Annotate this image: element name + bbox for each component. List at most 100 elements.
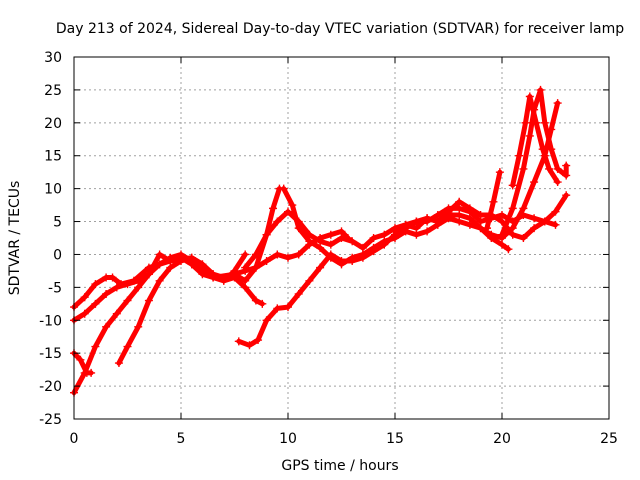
data-point bbox=[102, 322, 111, 331]
data-point bbox=[316, 237, 325, 246]
data-point bbox=[465, 204, 474, 213]
data-point bbox=[508, 181, 517, 190]
data-point bbox=[483, 224, 492, 233]
y-tick-label: 30 bbox=[44, 50, 62, 66]
y-tick-label: 15 bbox=[44, 149, 62, 165]
data-point bbox=[234, 337, 243, 346]
y-tick-label: 0 bbox=[53, 247, 62, 263]
y-tick-label: 25 bbox=[44, 83, 62, 99]
data-point bbox=[279, 184, 288, 193]
data-point bbox=[219, 273, 228, 282]
data-point bbox=[538, 145, 547, 154]
series-line bbox=[242, 205, 558, 271]
data-point bbox=[498, 230, 506, 239]
data-point bbox=[508, 204, 517, 213]
data-point bbox=[545, 164, 554, 173]
data-point bbox=[380, 230, 389, 239]
data-point bbox=[562, 191, 571, 200]
x-tick-label: 5 bbox=[177, 431, 186, 447]
data-point bbox=[112, 309, 121, 318]
data-point bbox=[519, 234, 528, 242]
data-point bbox=[144, 270, 153, 279]
data-point bbox=[551, 207, 560, 216]
chart-title: Day 213 of 2024, Sidereal Day-to-day VTE… bbox=[56, 21, 624, 37]
data-point bbox=[177, 257, 185, 266]
data-point bbox=[108, 273, 117, 282]
data-point bbox=[553, 178, 562, 187]
series-track-5 bbox=[114, 184, 284, 368]
data-point bbox=[134, 322, 143, 331]
x-tick-label: 0 bbox=[70, 431, 79, 447]
y-axis-label: SDTVAR / TECUs bbox=[7, 181, 23, 296]
data-point bbox=[269, 204, 278, 213]
y-tick-label: -5 bbox=[48, 280, 62, 296]
data-point bbox=[294, 250, 303, 259]
data-point bbox=[294, 289, 303, 298]
data-point bbox=[423, 214, 432, 223]
data-point bbox=[348, 237, 357, 246]
data-point bbox=[508, 230, 517, 239]
data-point bbox=[241, 263, 250, 272]
series-track-12 bbox=[508, 92, 562, 190]
data-point bbox=[530, 214, 539, 223]
data-point bbox=[348, 253, 357, 262]
data-point bbox=[412, 230, 421, 239]
data-point bbox=[495, 168, 504, 177]
data-point bbox=[80, 309, 89, 318]
data-point bbox=[123, 342, 132, 351]
x-axis-label: GPS time / hours bbox=[281, 458, 398, 474]
data-point bbox=[487, 230, 496, 239]
x-tick-label: 15 bbox=[386, 431, 404, 447]
data-point bbox=[562, 161, 571, 170]
data-point bbox=[530, 224, 539, 233]
plot-frame bbox=[73, 56, 610, 420]
data-point bbox=[391, 227, 399, 236]
data-point bbox=[102, 289, 111, 298]
data-point bbox=[455, 217, 464, 226]
data-point bbox=[540, 217, 549, 226]
data-point bbox=[401, 224, 410, 233]
data-point bbox=[123, 296, 132, 305]
data-point bbox=[262, 230, 271, 239]
data-point bbox=[521, 118, 530, 127]
data-point bbox=[187, 253, 196, 262]
data-point bbox=[273, 304, 282, 313]
data-point bbox=[198, 260, 207, 269]
data-point bbox=[369, 243, 378, 252]
data-point bbox=[337, 234, 346, 242]
data-point bbox=[230, 270, 239, 279]
data-point bbox=[562, 171, 571, 180]
data-point bbox=[455, 197, 464, 206]
data-point bbox=[144, 296, 153, 305]
data-point bbox=[166, 263, 175, 272]
series-line bbox=[510, 94, 561, 188]
data-point bbox=[284, 253, 292, 262]
y-tick-label: 10 bbox=[44, 182, 62, 198]
y-tick-label: -20 bbox=[39, 379, 62, 395]
data-point bbox=[525, 92, 534, 101]
data-point bbox=[241, 250, 250, 259]
data-point bbox=[254, 336, 263, 345]
data-point bbox=[316, 263, 325, 272]
data-point bbox=[114, 359, 123, 368]
y-tick-label: -25 bbox=[39, 412, 62, 428]
series-line bbox=[281, 100, 561, 267]
data-point bbox=[444, 207, 453, 216]
data-point bbox=[530, 178, 539, 187]
tick-layer: 0 5 10 15 20 25 -25 -20 -15 -10 -5 0 5 10 15 20 25 30 bbox=[39, 50, 618, 447]
data-point bbox=[532, 118, 541, 127]
data-point bbox=[519, 210, 528, 219]
data-point bbox=[284, 207, 292, 216]
data-point bbox=[358, 243, 367, 252]
data-point bbox=[540, 118, 549, 127]
data-point bbox=[519, 164, 528, 173]
data-point bbox=[515, 151, 524, 160]
series-layer bbox=[70, 85, 571, 397]
data-point bbox=[412, 217, 421, 226]
data-point bbox=[112, 283, 121, 292]
data-point bbox=[273, 217, 282, 226]
data-point bbox=[423, 227, 432, 236]
data-point bbox=[209, 270, 218, 279]
data-point bbox=[553, 164, 562, 173]
